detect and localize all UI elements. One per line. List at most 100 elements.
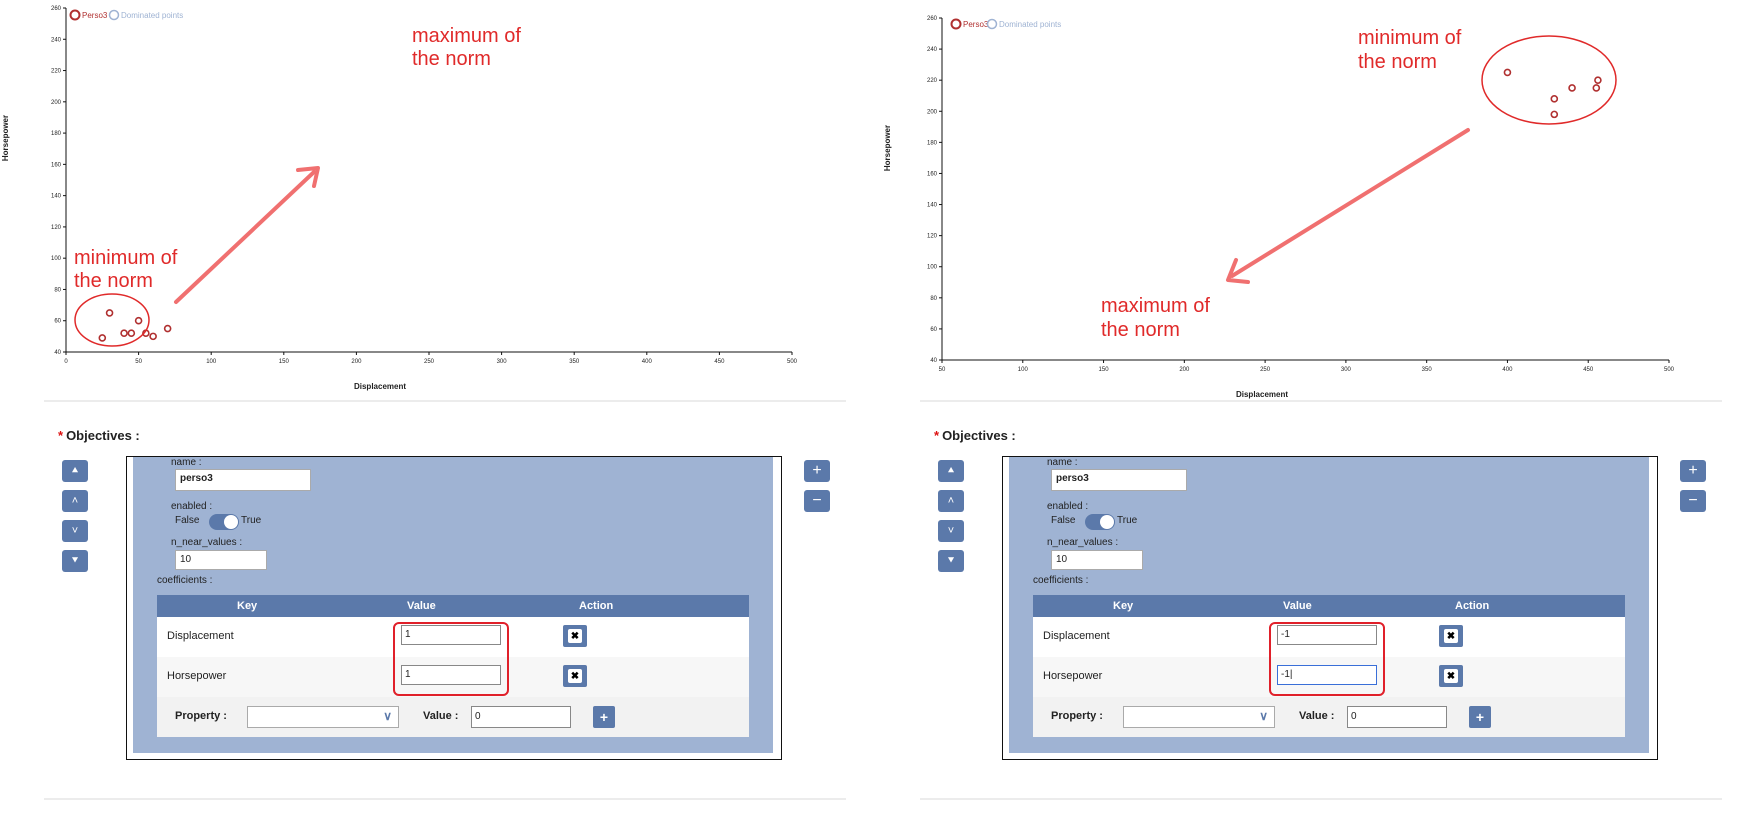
x-tick-label: 250 [424, 359, 435, 365]
move-up-button[interactable]: ˄ [62, 490, 88, 512]
y-tick-label: 240 [927, 47, 938, 53]
perso3-point [149, 332, 157, 341]
remove-objective-button[interactable]: − [804, 490, 830, 512]
property-select[interactable]: ∨ [247, 706, 399, 728]
enabled-toggle[interactable] [209, 514, 239, 530]
close-icon: ✖ [1444, 669, 1458, 683]
column-action: Action [579, 600, 614, 612]
y-tick-label: 120 [927, 234, 938, 240]
toggle-false-label: False [175, 515, 200, 526]
toggle-knob [1100, 515, 1114, 529]
x-tick-label: 150 [279, 359, 290, 365]
n-near-values-input[interactable]: 10 [175, 550, 267, 570]
delete-row-button[interactable]: ✖ [563, 665, 587, 687]
move-bottom-button[interactable]: ⯆ [62, 550, 88, 572]
x-tick-label: 100 [1018, 367, 1029, 373]
legend-perso3-marker [69, 9, 81, 21]
row-value-input[interactable]: 1 [401, 625, 501, 645]
table-row: Horsepower -1| ✖ [1033, 657, 1625, 697]
y-tick-label: 60 [54, 319, 61, 325]
y-tick-label: 140 [51, 194, 62, 200]
annotation-minimum-line1: minimum of [74, 247, 178, 269]
y-tick-label: 180 [51, 131, 62, 137]
x-tick-label: 500 [1664, 367, 1675, 373]
objectives-card: * Objectives : ⯅ ˄ ˅ ⯆ + − name : perso3 … [920, 400, 1722, 800]
objective-form: name : perso3 enabled : False True n_nea… [133, 457, 773, 753]
y-tick-label: 40 [930, 358, 937, 364]
x-axis-label: Displacement [1236, 390, 1288, 399]
property-label: Property : [1051, 710, 1103, 722]
y-tick-label: 260 [927, 16, 938, 22]
row-value-input[interactable]: 1 [401, 665, 501, 685]
move-top-button[interactable]: ⯅ [62, 460, 88, 482]
chevron-down-icon: ∨ [383, 709, 392, 723]
x-tick-label: 0 [64, 359, 68, 365]
perso3-point [98, 334, 107, 342]
delete-row-button[interactable]: ✖ [1439, 665, 1463, 687]
perso3-point [134, 316, 143, 325]
row-value-input[interactable]: -1| [1277, 665, 1377, 685]
x-tick-label: 450 [714, 359, 725, 365]
perso3-point [1503, 68, 1512, 77]
row-value-input[interactable]: -1 [1277, 625, 1377, 645]
y-tick-label: 180 [927, 140, 938, 146]
scatter-chart-left: 0 50 100 150 200 250 300 350 400 450 500 40 60 80 100 1… [1, 6, 798, 391]
annotation-minimum-line2: the norm [1358, 51, 1437, 73]
enabled-toggle[interactable] [1085, 514, 1115, 530]
y-tick-label: 40 [54, 350, 61, 356]
perso3-point [127, 329, 136, 338]
remove-objective-button[interactable]: − [1680, 490, 1706, 512]
perso3-point [1568, 84, 1576, 92]
perso3-point [1550, 110, 1559, 119]
objective-frame: name : perso3 enabled : False True n_nea… [1002, 456, 1658, 760]
enabled-label: enabled : [171, 501, 213, 512]
perso3-point [1592, 84, 1601, 92]
value-highlight-box [393, 622, 509, 696]
property-value-input[interactable]: 0 [1347, 706, 1447, 728]
y-tick-label: 240 [51, 37, 62, 43]
delete-row-button[interactable]: ✖ [563, 625, 587, 647]
value-label: Value : [423, 710, 459, 722]
x-axis-label: Displacement [354, 382, 406, 391]
x-tick-label: 300 [497, 359, 508, 365]
legend-perso3-marker [950, 18, 962, 30]
coefficients-table: Key Value Action Displacement 1 ✖ Horsep… [157, 595, 749, 737]
property-select[interactable]: ∨ [1123, 706, 1275, 728]
y-tick-label: 80 [930, 296, 937, 302]
add-property-button[interactable]: + [593, 706, 615, 728]
move-down-button[interactable]: ˅ [62, 520, 88, 542]
annotation-maximum-line2: the norm [1101, 319, 1180, 341]
annotation-minimum-line1: minimum of [1358, 27, 1462, 49]
move-top-button[interactable]: ⯅ [938, 460, 964, 482]
name-input[interactable]: perso3 [175, 469, 311, 491]
x-tick-label: 350 [569, 359, 580, 365]
name-input[interactable]: perso3 [1051, 469, 1187, 491]
property-value-input[interactable]: 0 [471, 706, 571, 728]
left-panel: 0 50 100 150 200 250 300 350 400 450 500 40 60 80 100 1… [1, 6, 846, 800]
delete-row-button[interactable]: ✖ [1439, 625, 1463, 647]
legend-dominated-marker [986, 18, 998, 30]
y-tick-label: 140 [927, 203, 938, 209]
move-bottom-button[interactable]: ⯆ [938, 550, 964, 572]
add-objective-button[interactable]: + [804, 460, 830, 482]
move-up-button[interactable]: ˄ [938, 490, 964, 512]
x-tick-label: 50 [939, 367, 946, 373]
add-objective-button[interactable]: + [1680, 460, 1706, 482]
y-tick-label: 160 [927, 171, 938, 177]
legend-perso3-label: Perso3 [963, 20, 989, 29]
y-tick-label: 220 [927, 78, 938, 84]
y-axis-label: Horsepower [883, 125, 892, 171]
move-down-button[interactable]: ˅ [938, 520, 964, 542]
legend: Perso3 Dominated points [950, 18, 1061, 30]
x-tick-label: 300 [1341, 367, 1352, 373]
n-near-values-input[interactable]: 10 [1051, 550, 1143, 570]
minimum-ellipse [74, 293, 150, 347]
objectives-title: * Objectives : [58, 428, 140, 443]
column-value: Value [1283, 600, 1312, 612]
table-row: Displacement -1 ✖ [1033, 617, 1625, 657]
close-icon: ✖ [1444, 629, 1458, 643]
x-tick-label: 400 [1502, 367, 1513, 373]
add-property-row: Property : ∨ Value : 0 + [1033, 697, 1625, 737]
objective-form: name : perso3 enabled : False True n_nea… [1009, 457, 1649, 753]
add-property-button[interactable]: + [1469, 706, 1491, 728]
